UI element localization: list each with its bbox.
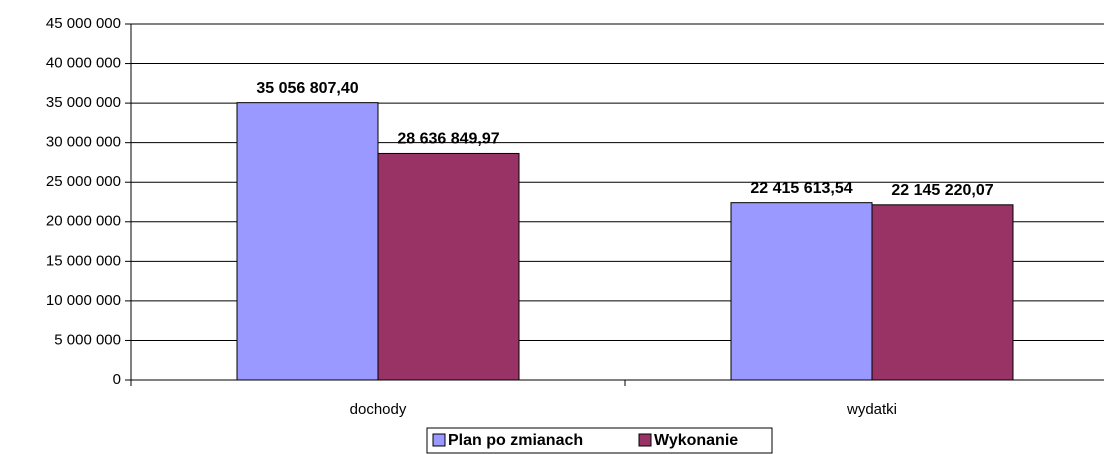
- y-tick-label: 25 000 000: [46, 173, 121, 190]
- value-label: 28 636 849,97: [397, 131, 499, 148]
- legend-label: Wykonanie: [654, 432, 738, 449]
- bar: [377, 152, 520, 381]
- value-label: 22 415 613,54: [750, 180, 852, 197]
- y-tick-label: 0: [113, 371, 121, 388]
- bar: [236, 102, 379, 381]
- x-tick-label: dochody: [350, 401, 407, 418]
- y-tick-label: 30 000 000: [46, 134, 121, 151]
- x-tick-label: wydatki: [846, 401, 897, 418]
- value-label: 22 145 220,07: [891, 182, 993, 199]
- legend-label: Plan po zmianach: [448, 432, 583, 449]
- y-tick-label: 10 000 000: [46, 292, 121, 309]
- value-label: 35 056 807,40: [256, 80, 358, 97]
- legend-swatch: [432, 433, 446, 447]
- legend-swatch: [638, 433, 652, 447]
- y-tick-label: 15 000 000: [46, 252, 121, 269]
- y-tick-label: 45 000 000: [46, 15, 121, 32]
- y-tick-label: 40 000 000: [46, 55, 121, 72]
- bar: [730, 202, 873, 381]
- y-tick-label: 35 000 000: [46, 94, 121, 111]
- legend-box: [426, 427, 773, 454]
- bar: [871, 204, 1014, 381]
- y-tick-label: 5 000 000: [54, 331, 121, 348]
- y-tick-label: 20 000 000: [46, 213, 121, 230]
